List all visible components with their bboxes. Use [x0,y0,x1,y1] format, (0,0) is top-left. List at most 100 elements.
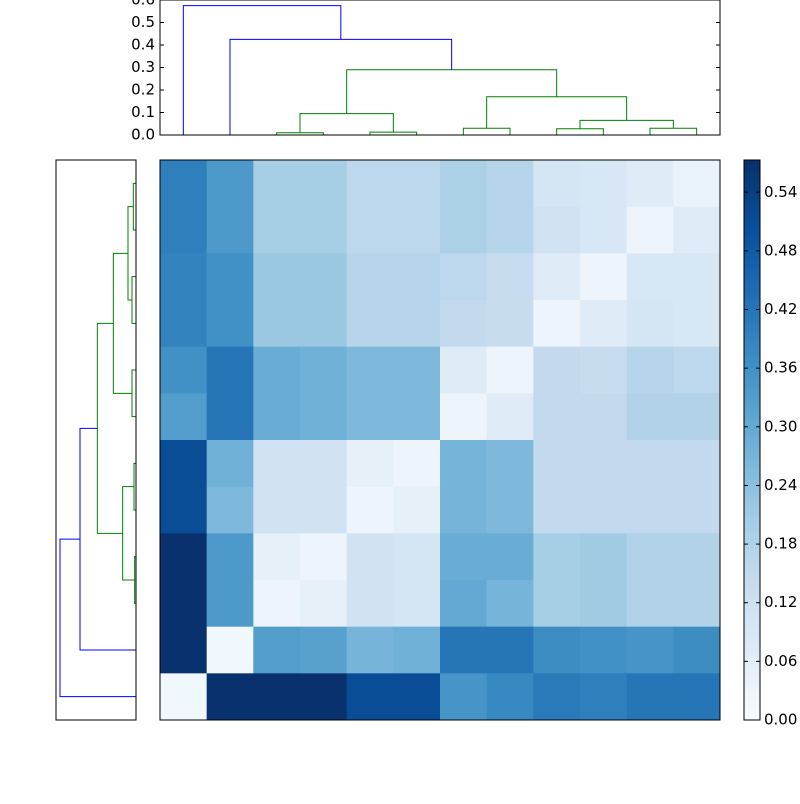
heatmap-cell [533,393,581,441]
colorbar-band [744,488,760,491]
colorbar-band [744,202,760,205]
colorbar-band [744,698,760,701]
colorbar-band [744,434,760,437]
colorbar-band [744,426,760,429]
colorbar-band [744,588,760,591]
colorbar-band [744,586,760,589]
colorbar-band [744,234,760,237]
colorbar-band [744,566,760,569]
heatmap-cell [393,393,441,441]
colorbar-band [744,716,760,719]
heatmap-cell [253,160,301,208]
heatmap-cell [160,346,208,394]
colorbar-band [744,668,760,671]
colorbar-band [744,614,760,617]
colorbar-band [744,518,760,521]
heatmap-cell [300,300,348,348]
colorbar-band [744,300,760,303]
heatmap-cell [253,626,301,674]
heatmap-cell [300,440,348,488]
colorbar-band [744,666,760,669]
heatmap-cell [160,300,208,348]
colorbar-band [744,330,760,333]
colorbar-band [744,544,760,547]
heatmap-cell [300,160,348,208]
heatmap-cell [626,486,674,534]
dendrogram-link [79,427,136,651]
heatmap-cell [486,393,534,441]
heatmap-cell [300,673,348,721]
heatmap-cell [580,533,628,581]
dendrogram-link [556,128,604,135]
colorbar-band [744,606,760,609]
dendrogram-frame [55,159,137,721]
y-tick-label: 0.4 [131,36,155,54]
colorbar-band [744,522,760,525]
colorbar-band [744,664,760,667]
colorbar-band [744,224,760,227]
colorbar-band [744,240,760,243]
heatmap-cell [580,253,628,301]
colorbar-band [744,386,760,389]
colorbar-band [744,246,760,249]
colorbar-band [744,696,760,699]
colorbar-tick-label: 0.42 [764,300,797,318]
colorbar-band [744,710,760,713]
heatmap-cell [486,486,534,534]
heatmap-cell [580,486,628,534]
colorbar-band [744,170,760,173]
heatmap-cell [253,206,301,254]
colorbar-band [744,686,760,689]
colorbar-band [744,172,760,175]
heatmap-cell [440,626,488,674]
heatmap-cell [440,533,488,581]
heatmap-cell [253,253,301,301]
dendrogram-link [96,322,123,534]
heatmap-cell [533,626,581,674]
colorbar-band [744,658,760,661]
heatmap-cell [206,673,254,721]
heatmap-cell [346,673,394,721]
colorbar-band [744,206,760,209]
colorbar-band [744,594,760,597]
colorbar-band [744,470,760,473]
colorbar-tick-label: 0.06 [764,652,797,670]
y-tick-label: 0.3 [131,58,155,76]
dendrogram-frame [159,0,721,136]
heatmap-cell [580,580,628,628]
heatmap-cell [253,533,301,581]
y-tick-label: 0.1 [131,103,155,121]
heatmap-cell [533,673,581,721]
colorbar-band [744,418,760,421]
heatmap-cell [160,533,208,581]
colorbar-band [744,254,760,257]
colorbar-band [744,278,760,281]
colorbar-band [744,384,760,387]
colorbar-band [744,674,760,677]
colorbar-band [744,634,760,637]
colorbar-band [744,656,760,659]
heatmap-cell [206,626,254,674]
colorbar-band [744,466,760,469]
heatmap-cell [393,440,441,488]
colorbar-band [744,174,760,177]
heatmap-cell [673,580,721,628]
colorbar-band [744,306,760,309]
colorbar-band [744,650,760,653]
heatmap-cell [533,206,581,254]
colorbar-band [744,542,760,545]
colorbar-band [744,572,760,575]
colorbar-band [744,616,760,619]
heatmap-cell [580,160,628,208]
colorbar-band [744,298,760,301]
heatmap-cell [673,440,721,488]
heatmap-cell [626,580,674,628]
colorbar-band [744,188,760,191]
colorbar-band [744,166,760,169]
heatmap-cell [160,253,208,301]
heatmap-cell [253,393,301,441]
heatmap-cell [440,393,488,441]
heatmap-cell [673,253,721,301]
colorbar-band [744,706,760,709]
